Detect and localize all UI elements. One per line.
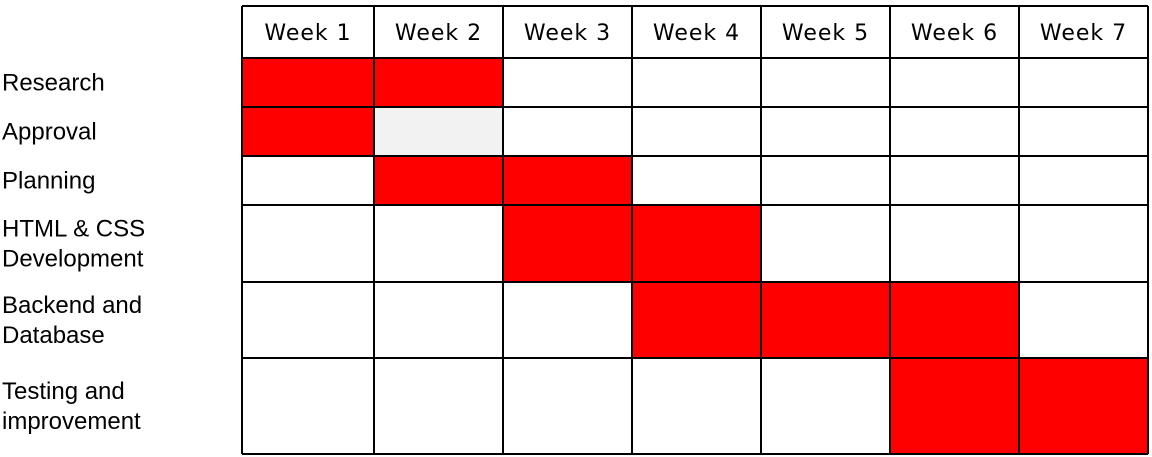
week-label: Week 6 (911, 21, 998, 46)
grid-cell (1019, 205, 1148, 282)
task-label: Database (2, 322, 105, 349)
header-cell (374, 6, 503, 58)
grid-cell (242, 156, 374, 205)
header-cell (503, 6, 632, 58)
week-label: Week 7 (1040, 21, 1127, 46)
grid-cell (503, 107, 632, 156)
week-label: Week 2 (395, 21, 482, 46)
header-cell (632, 6, 761, 58)
grid-cell (890, 58, 1019, 107)
task-label: improvement (2, 408, 141, 435)
grid-cell (374, 358, 503, 454)
grid-cell (632, 107, 761, 156)
grid-cell (374, 205, 503, 282)
task-label: Backend and (2, 292, 142, 319)
grid-cell (1019, 282, 1148, 358)
header-cell (761, 6, 890, 58)
task-label: Planning (2, 168, 95, 195)
grid-cell (890, 205, 1019, 282)
grid-cell (1019, 107, 1148, 156)
grid-cell (632, 156, 761, 205)
header-cell (890, 6, 1019, 58)
task-label: Testing and (2, 378, 125, 405)
grid-cell (503, 58, 632, 107)
task-label: Development (2, 246, 144, 273)
week-label: Week 5 (782, 21, 869, 46)
task-bar (242, 58, 503, 107)
header-cell (1019, 6, 1148, 58)
pending-cell (374, 107, 503, 156)
task-label: HTML & CSS (2, 216, 145, 243)
header-cell (242, 6, 374, 58)
week-label: Week 4 (653, 21, 740, 46)
grid-cell (503, 282, 632, 358)
grid-cell (242, 358, 374, 454)
grid-cell (1019, 58, 1148, 107)
grid-cell (761, 205, 890, 282)
grid-cell (632, 58, 761, 107)
grid-cell (890, 156, 1019, 205)
task-bar (242, 107, 374, 156)
task-label: Research (2, 70, 105, 97)
grid-cell (890, 107, 1019, 156)
grid-cell (761, 107, 890, 156)
grid-cell (242, 282, 374, 358)
grid-cell (374, 282, 503, 358)
grid-cell (761, 58, 890, 107)
week-label: Week 1 (264, 21, 351, 46)
grid-cell (503, 358, 632, 454)
grid-cell (632, 358, 761, 454)
grid-cell (761, 358, 890, 454)
week-label: Week 3 (524, 21, 611, 46)
grid-cell (761, 156, 890, 205)
task-label: Approval (2, 119, 97, 146)
task-bar (632, 282, 1019, 358)
grid-cell (242, 205, 374, 282)
grid-cell (1019, 156, 1148, 205)
